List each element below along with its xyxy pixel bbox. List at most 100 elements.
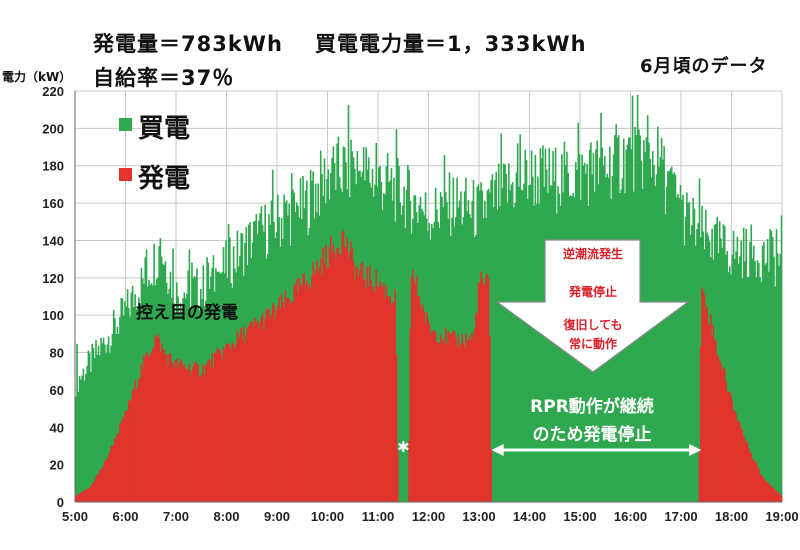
buy-bar	[513, 207, 515, 502]
gen-bar	[441, 343, 443, 502]
gen-bar	[250, 321, 253, 502]
buy-bar	[112, 309, 115, 502]
gen-bar	[183, 364, 186, 502]
gen-bar	[278, 297, 280, 502]
gen-bar	[131, 388, 134, 502]
gen-bar	[172, 364, 174, 502]
arrow-head-right	[689, 444, 702, 456]
y-tick-label: 60	[50, 383, 64, 398]
gen-bar	[331, 253, 333, 502]
gen-bar	[247, 326, 250, 502]
gen-bar	[701, 287, 703, 502]
gen-bar	[169, 353, 172, 502]
buy-bar	[85, 373, 87, 502]
gen-bar	[451, 333, 453, 502]
gen-bar	[756, 467, 759, 502]
gen-bar	[378, 288, 380, 502]
gen-bar	[223, 348, 226, 502]
gen-bar	[115, 439, 118, 502]
gen-bar	[388, 297, 390, 502]
buy-bar	[400, 214, 403, 503]
gen-bar	[712, 325, 715, 502]
buy-bar	[405, 189, 408, 502]
rpr-box-line: 常に動作	[569, 336, 617, 351]
gen-bar	[384, 299, 386, 502]
gen-bar	[188, 363, 191, 502]
tick-labels: 0 20 40 60 80 100 120 140 160 180 200 220 5:00 6:00 7:…	[42, 84, 798, 524]
gen-bar	[136, 386, 139, 502]
gen-bar	[722, 367, 725, 502]
gen-bar	[330, 236, 332, 502]
gen-bar	[85, 489, 87, 502]
gen-bar	[345, 247, 347, 502]
gen-bar	[170, 361, 173, 502]
gen-bar	[444, 327, 447, 502]
gen-bar	[126, 410, 129, 502]
x-tick-label: 10:00	[311, 509, 344, 524]
gen-bar	[749, 453, 751, 502]
gen-bar	[326, 269, 328, 502]
buy-bar	[443, 155, 446, 503]
gen-bar	[162, 348, 164, 502]
buy-bar	[76, 343, 78, 502]
buy-bar	[668, 171, 670, 502]
gen-bar	[360, 263, 362, 502]
buy-bar	[769, 228, 771, 502]
gen-bar	[208, 359, 211, 502]
buy-bar	[678, 198, 681, 503]
gen-bar	[140, 363, 143, 502]
gen-bar	[429, 334, 432, 502]
gen-bar	[370, 280, 373, 502]
gen-bar	[81, 492, 83, 502]
buy-bar	[408, 169, 410, 503]
gen-bar	[487, 278, 490, 502]
gen-bar	[236, 330, 239, 502]
gen-bar	[311, 275, 313, 502]
gen-bar	[431, 330, 433, 502]
gen-bar	[314, 269, 317, 502]
gen-bar	[277, 306, 279, 502]
gen-bar	[173, 368, 176, 502]
gen-bar	[75, 495, 77, 502]
gen-bar	[206, 362, 208, 502]
gen-bar	[287, 297, 289, 502]
gen-bar	[231, 342, 234, 502]
legend-buy-label: 買電	[138, 114, 191, 144]
buy-bar	[670, 166, 673, 502]
gen-bar	[425, 312, 428, 502]
gen-bar	[716, 354, 718, 502]
gen-bar	[338, 253, 341, 502]
gen-bar	[351, 247, 354, 502]
buy-bar	[776, 253, 779, 502]
gen-bar	[394, 289, 397, 502]
gen-bar	[155, 337, 158, 502]
gen-bar	[381, 288, 384, 502]
gen-bar	[730, 395, 732, 502]
gen-bar	[144, 357, 147, 502]
gen-bar	[163, 350, 165, 502]
gen-bar	[111, 445, 114, 502]
buy-bar	[110, 345, 112, 502]
gen-bar	[443, 342, 446, 502]
buy-bar	[681, 199, 683, 502]
gen-bar	[95, 477, 97, 502]
gen-bar	[106, 458, 109, 502]
gen-bar	[227, 343, 230, 502]
gen-bar	[455, 338, 457, 502]
gen-bar	[423, 311, 426, 502]
x-tick-label: 11:00	[362, 509, 395, 524]
gen-bar	[736, 420, 739, 502]
gen-bar	[306, 281, 308, 502]
gen-bar	[184, 369, 187, 502]
gen-bar	[462, 343, 465, 502]
gen-bar	[146, 354, 149, 502]
buy-bar	[98, 355, 101, 502]
buy-bar	[499, 206, 501, 502]
gen-bar	[230, 349, 232, 502]
x-tick-label: 14:00	[513, 509, 546, 524]
gen-bar	[90, 486, 92, 502]
buy-bar	[497, 163, 500, 503]
gen-bar	[176, 358, 178, 502]
gen-bar	[467, 340, 470, 502]
gen-bar	[212, 367, 215, 502]
